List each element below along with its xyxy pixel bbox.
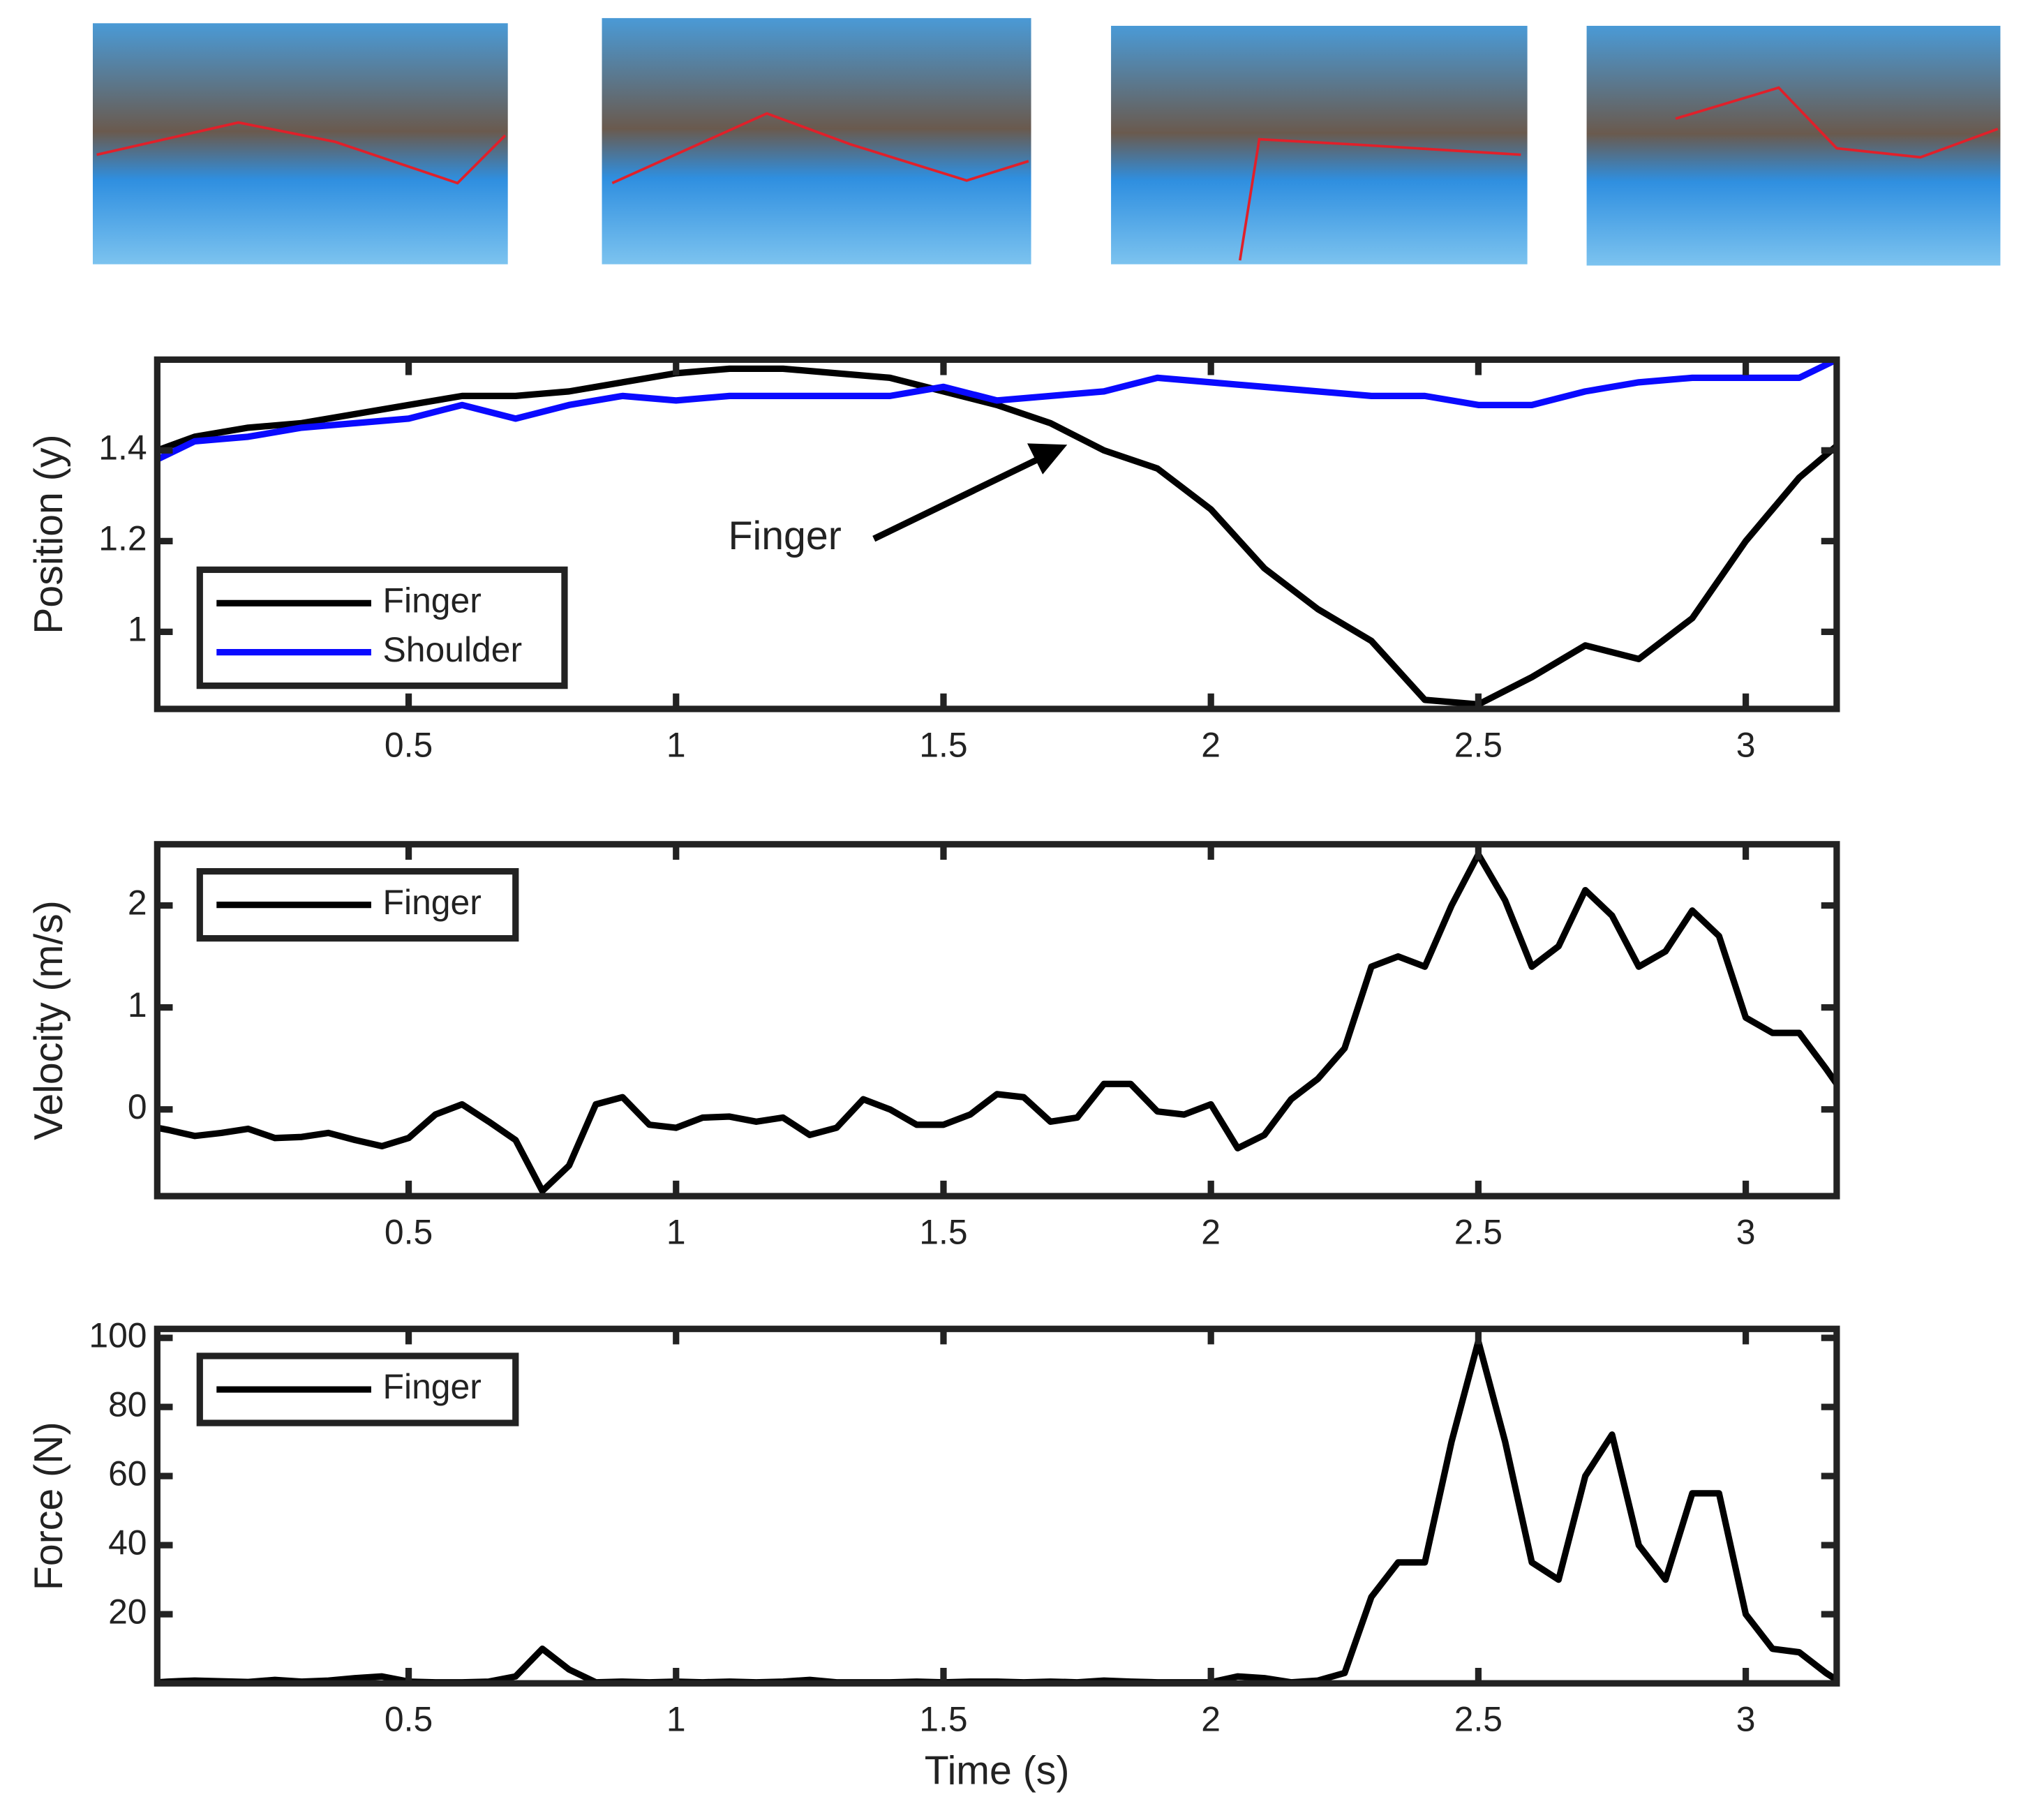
x-tick-label: 1: [666, 725, 686, 764]
video-frame: [1586, 26, 2001, 266]
x-tick-label: 2.5: [1454, 1213, 1502, 1252]
plot-area: [157, 359, 1837, 708]
data-line: [157, 851, 1837, 1195]
y-axis-label: Velocity (m/s): [27, 900, 71, 1140]
chart-panel: 0.5 1 1.5 2 2.5 3 20 40 60 80 100 Force (N) Time (s)…: [27, 1315, 1840, 1793]
x-tick-label: 1.5: [919, 1700, 967, 1739]
data-line: [157, 359, 1837, 463]
x-tick-label: 0.5: [385, 1213, 433, 1252]
video-frame: [92, 23, 508, 264]
y-tick-label: 80: [108, 1385, 147, 1424]
y-tick-label: 20: [108, 1592, 147, 1631]
annotation-arrowhead: [1027, 443, 1068, 475]
y-tick-label: 1: [128, 610, 147, 649]
skeleton-overlay: [611, 112, 1029, 185]
x-tick-label: 3: [1736, 725, 1756, 764]
x-tick-label: 3: [1736, 1213, 1756, 1252]
x-tick-label: 2: [1201, 1213, 1221, 1252]
y-tick-label: 1: [128, 985, 147, 1024]
axes-frame: [154, 1325, 1840, 1687]
plot-area: [157, 851, 1837, 1195]
x-tick-label: 1.5: [919, 725, 967, 764]
y-tick-label: 40: [108, 1523, 147, 1562]
x-tick-label: 0.5: [385, 1700, 433, 1739]
skeleton-overlay: [1675, 86, 1999, 159]
annotation: Finger: [729, 514, 842, 558]
x-tick-label: 0.5: [385, 725, 433, 764]
annotation-arrow: [872, 454, 1043, 542]
x-tick-label: 3: [1736, 1700, 1756, 1739]
video-frame: [1111, 26, 1528, 264]
video-frame: [602, 17, 1031, 264]
x-tick-label: 2: [1201, 725, 1221, 764]
axes-frame: [154, 356, 1840, 713]
axes-frame: [154, 841, 1840, 1200]
x-axis-label: Time (s): [925, 1749, 1070, 1793]
skeleton-overlay: [96, 121, 507, 185]
x-tick-label: 2: [1201, 1700, 1221, 1739]
x-tick-label: 1: [666, 1700, 686, 1739]
x-tick-label: 2.5: [1454, 725, 1502, 764]
data-line: [157, 365, 1837, 708]
y-tick-label: 60: [108, 1454, 147, 1493]
skeleton-overlay: [1238, 137, 1521, 261]
legend-box: [196, 566, 568, 689]
y-tick-label: 2: [128, 883, 147, 923]
y-tick-label: 1.2: [98, 519, 147, 558]
x-tick-label: 2.5: [1454, 1700, 1502, 1739]
y-tick-label: 1.4: [98, 428, 147, 468]
chart-panel: 0.5 1 1.5 2 2.5 3 1 1.2 1.4 Position (y) Finger Sho…: [27, 356, 1840, 764]
legend-label: Shoulder: [383, 630, 523, 669]
legend-label: Finger: [383, 883, 482, 922]
x-tick-label: 1.5: [919, 1213, 967, 1252]
y-tick-label: 0: [128, 1087, 147, 1126]
legend-label: Finger: [383, 1367, 482, 1406]
video-frames: [92, 17, 2001, 266]
y-tick-label: 100: [89, 1315, 147, 1355]
y-axis-label: Position (y): [27, 434, 71, 634]
x-tick-label: 1: [666, 1213, 686, 1252]
y-axis-label: Force (N): [27, 1422, 71, 1590]
legend-label: Finger: [383, 581, 482, 620]
chart-panel: 0.5 1 1.5 2 2.5 3 0 1 2 Velocity (m/s) Finger: [27, 841, 1840, 1252]
